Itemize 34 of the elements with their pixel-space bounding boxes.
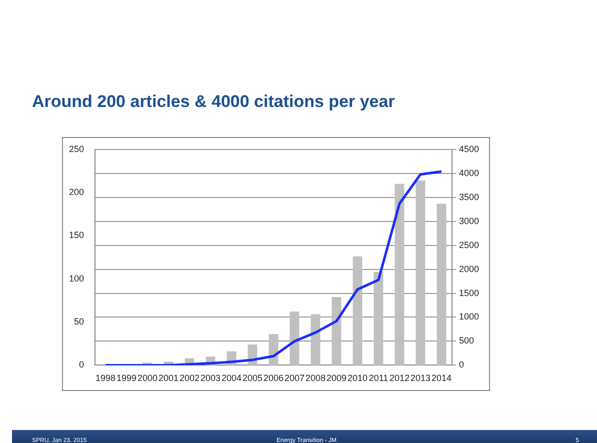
y-tick-label: 100 — [68, 273, 84, 284]
x-tick-label: 2014 — [431, 373, 452, 384]
chart-title: Around 200 articles & 4000 citations per year — [32, 92, 395, 112]
y2-tick-label: 2500 — [458, 240, 480, 250]
x-tick-label: 2007 — [284, 373, 305, 384]
y2-tick-label: 3000 — [458, 216, 480, 226]
x-tick-label: 1998 — [96, 373, 116, 384]
x-tick-label: 1999 — [116, 373, 137, 384]
y2-tick-label: 1000 — [458, 312, 480, 322]
y2-tick-label: 4500 — [458, 144, 480, 154]
x-tick-label: 2013 — [410, 373, 430, 384]
y-tick-label: 250 — [68, 144, 84, 154]
y-tick-label: 50 — [74, 316, 84, 327]
x-tick-label: 2006 — [263, 373, 284, 384]
y-tick-label: 150 — [68, 230, 84, 240]
y2-tick-label: 4000 — [458, 168, 480, 178]
x-tick-label: 2009 — [326, 373, 347, 384]
y2-tick-label: 1500 — [458, 288, 480, 298]
y2-tick-label: 0 — [458, 360, 464, 370]
x-tick-label: 2001 — [158, 373, 179, 384]
x-tick-label: 2004 — [221, 373, 242, 384]
x-tick-label: 2000 — [137, 373, 158, 384]
x-tick-label: 2002 — [179, 373, 200, 384]
y2-tick-label: 3500 — [458, 192, 480, 202]
y2-tick-label: 2000 — [458, 264, 480, 274]
x-tick-label: 2011 — [368, 373, 388, 384]
x-tick-label: 2005 — [242, 373, 263, 384]
x-tick-label: 2003 — [200, 373, 221, 384]
x-tick-label: 2012 — [389, 373, 410, 384]
x-tick-label: 2008 — [305, 373, 326, 384]
y-tick-label: 0 — [79, 360, 84, 370]
y2-tick-label: 500 — [458, 336, 474, 346]
y-tick-label: 200 — [68, 187, 84, 198]
x-tick-label: 2010 — [347, 373, 368, 384]
